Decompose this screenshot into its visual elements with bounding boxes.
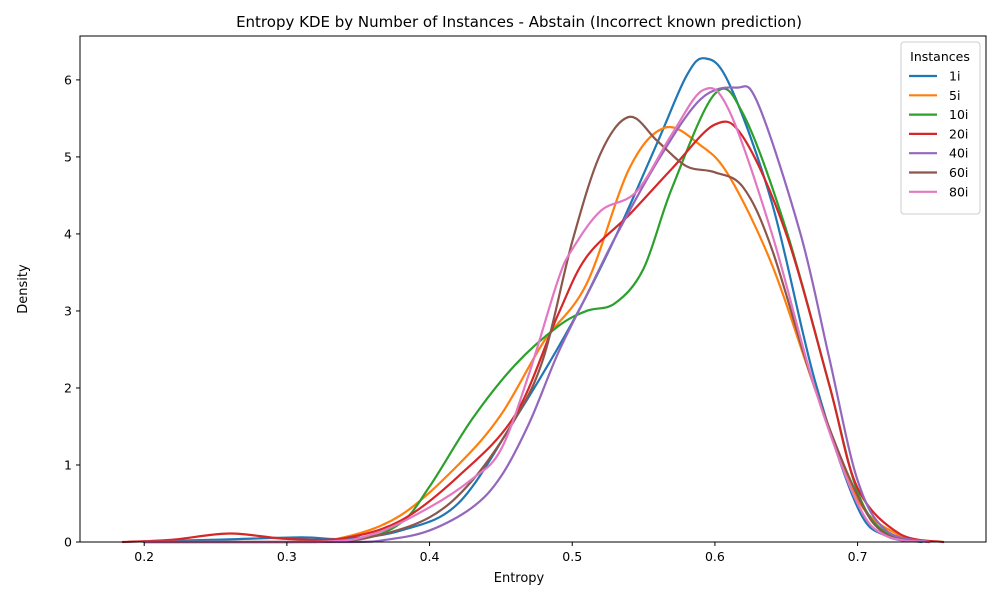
- legend-label-10i: 10i: [949, 107, 968, 122]
- series-line-5i: [143, 125, 931, 544]
- legend-label-20i: 20i: [949, 126, 968, 141]
- series-layer: [121, 57, 945, 544]
- legend-label-60i: 60i: [949, 165, 968, 180]
- series-line-60i: [143, 115, 931, 544]
- legend-label-1i: 1i: [949, 69, 960, 84]
- y-tick-label: 4: [64, 226, 72, 241]
- x-axis: 0.2 0.3 0.4 0.5 0.6 0.7: [134, 542, 868, 564]
- legend-label-5i: 5i: [949, 88, 960, 103]
- legend: Instances 1i 5i 10i 20i 40i 60i 80i: [900, 41, 981, 215]
- plot-frame: [79, 35, 987, 543]
- chart-title: Entropy KDE by Number of Instances - Abs…: [236, 13, 802, 31]
- x-tick-label: 0.2: [134, 549, 154, 564]
- y-tick-label: 6: [64, 72, 72, 87]
- series-line-40i: [143, 85, 931, 544]
- legend-label-80i: 80i: [949, 184, 968, 199]
- x-tick-label: 0.4: [420, 549, 440, 564]
- legend-label-40i: 40i: [949, 146, 968, 161]
- y-tick-label: 3: [64, 303, 72, 318]
- y-tick-label: 0: [64, 535, 72, 550]
- y-axis: 0 1 2 3 4 5 6: [64, 72, 80, 550]
- y-tick-label: 2: [64, 380, 72, 395]
- legend-title: Instances: [910, 49, 970, 64]
- x-tick-label: 0.6: [705, 549, 725, 564]
- y-tick-label: 1: [64, 457, 72, 472]
- legend-items: 1i 5i 10i 20i 40i 60i 80i: [909, 69, 968, 199]
- x-tick-label: 0.7: [848, 549, 868, 564]
- plot-area: [79, 35, 987, 544]
- y-axis-label: Density: [16, 264, 31, 314]
- x-tick-label: 0.3: [277, 549, 297, 564]
- legend-box: [900, 41, 981, 215]
- series-line-20i: [121, 120, 945, 544]
- series-line-80i: [143, 87, 931, 544]
- x-axis-label: Entropy: [494, 571, 545, 586]
- x-tick-label: 0.5: [562, 549, 582, 564]
- y-tick-label: 5: [64, 149, 72, 164]
